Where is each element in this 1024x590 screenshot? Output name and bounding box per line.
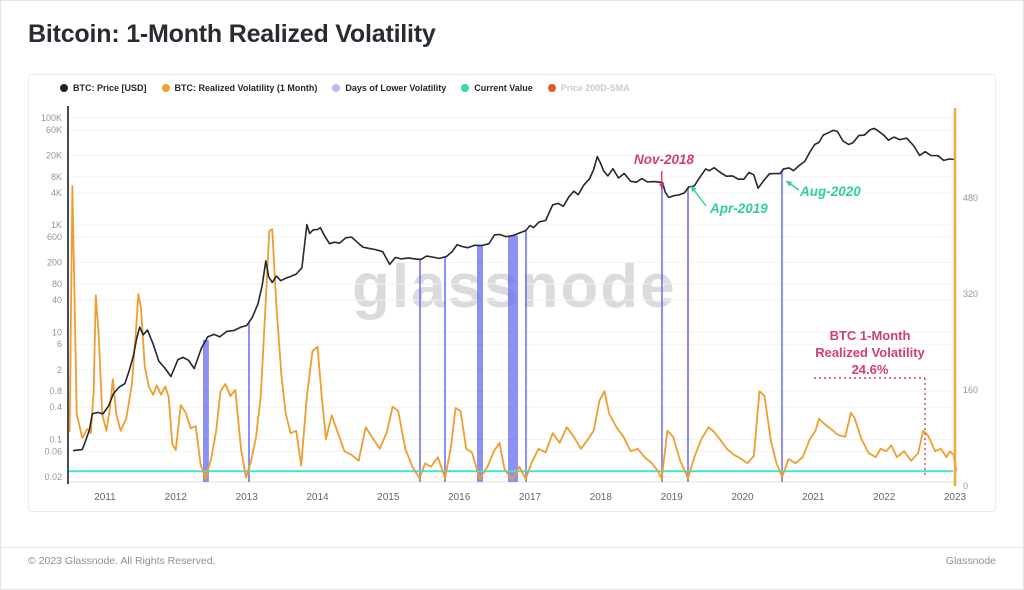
left-axis-tick-label: 6 — [57, 339, 62, 349]
lower-volatility-bar — [687, 187, 689, 482]
left-axis-tick-label: 0.06 — [44, 446, 62, 456]
right-axis-tick-label: 160 — [963, 385, 978, 395]
legend-label: Days of Lower Volatility — [345, 83, 447, 93]
left-axis-tick-label: 60K — [46, 125, 62, 135]
footer-brand: Glassnode — [945, 555, 996, 567]
annotation-aug-2020: Aug-2020 — [800, 184, 861, 199]
chart-legend: BTC: Price [USD] BTC: Realized Volatility… — [60, 83, 630, 93]
x-axis-tick-label: 2023 — [944, 492, 967, 503]
legend-item[interactable]: Current Value — [461, 83, 533, 93]
legend-dot-icon — [161, 84, 170, 92]
page-title: Bitcoin: 1-Month Realized Volatility — [28, 20, 436, 48]
left-axis-tick-label: 8K — [51, 172, 62, 182]
left-axis-tick-label: 0.8 — [49, 386, 62, 396]
annotation-arrowhead — [690, 186, 697, 193]
right-axis-tick-label: 480 — [963, 193, 978, 203]
legend-label: BTC: Realized Volatility (1 Month) — [174, 83, 318, 93]
left-axis-tick-label: 2 — [57, 365, 62, 375]
left-axis-tick-label: 20K — [46, 151, 62, 161]
lower-volatility-bar — [508, 235, 518, 482]
lower-volatility-bar — [419, 259, 421, 482]
left-axis-tick-label: 40 — [52, 295, 62, 305]
left-axis-tick-label: 100K — [41, 113, 62, 123]
x-axis-tick-label: 2022 — [873, 492, 896, 503]
x-axis-tick-label: 2011 — [94, 492, 116, 503]
right-axis-tick-label: 320 — [963, 289, 978, 299]
lower-volatility-bar — [781, 171, 783, 482]
left-axis-tick-label: 0.1 — [49, 435, 62, 445]
price-line — [73, 127, 956, 452]
volatility-line — [68, 185, 958, 481]
current-volatility-callout: BTC 1-Month Realized Volatility 24.6% — [795, 327, 945, 378]
x-axis-tick-label: 2021 — [802, 492, 825, 503]
lower-volatility-bar — [203, 340, 209, 482]
legend-dot-icon — [332, 84, 341, 92]
x-axis-tick-label: 2019 — [661, 492, 684, 503]
x-axis-tick-label: 2020 — [731, 492, 754, 503]
x-axis-tick-label: 2018 — [590, 492, 613, 503]
legend-label: BTC: Price [USD] — [73, 83, 147, 93]
x-axis-tick-label: 2012 — [165, 492, 188, 503]
legend-item[interactable]: BTC: Price [USD] — [60, 83, 147, 93]
lower-volatility-bar — [477, 245, 483, 482]
left-axis-tick-label: 80 — [52, 279, 62, 289]
x-axis-tick-label: 2014 — [306, 492, 329, 503]
legend-dot-icon — [60, 84, 68, 92]
lower-volatility-bar — [525, 230, 527, 482]
annotation-apr-2019: Apr-2019 — [710, 201, 768, 216]
right-axis-tick-label: 0 — [963, 481, 968, 491]
left-axis-tick-label: 200 — [47, 258, 62, 268]
annotation-arrowhead — [786, 181, 793, 187]
annotation-nov-2018: Nov-2018 — [634, 152, 695, 167]
legend-dot-icon — [461, 84, 470, 92]
x-axis-tick-label: 2015 — [377, 492, 400, 503]
footer-divider — [0, 547, 1024, 548]
legend-label: Price 200D-SMA — [560, 83, 630, 93]
callout-value: 24.6% — [851, 362, 889, 377]
annotation-arrowhead — [658, 183, 665, 189]
legend-label: Current Value — [474, 83, 533, 93]
callout-line-2: Realized Volatility — [815, 345, 925, 360]
left-axis-tick-label: 0.02 — [44, 472, 62, 482]
left-axis-tick-label: 4K — [51, 188, 62, 198]
x-axis-tick-label: 2013 — [236, 492, 259, 503]
lower-volatility-bar — [661, 182, 663, 482]
left-axis-tick-label: 600 — [47, 232, 62, 242]
lower-volatility-bar — [248, 322, 250, 482]
legend-dot-icon — [547, 84, 556, 92]
legend-item[interactable]: Price 200D-SMA — [547, 83, 630, 93]
left-axis-tick-label: 0.4 — [49, 402, 62, 412]
legend-item[interactable]: Days of Lower Volatility — [332, 83, 446, 93]
x-axis-tick-label: 2017 — [519, 492, 542, 503]
footer-copyright: © 2023 Glassnode. All Rights Reserved. — [28, 555, 216, 567]
left-axis-tick-label: 10 — [52, 327, 62, 337]
left-axis-tick-label: 1K — [51, 220, 62, 230]
legend-item[interactable]: BTC: Realized Volatility (1 Month) — [161, 83, 318, 93]
x-axis-tick-label: 2016 — [448, 492, 471, 503]
callout-line-1: BTC 1-Month — [829, 328, 911, 343]
lower-volatility-bar — [444, 256, 446, 482]
